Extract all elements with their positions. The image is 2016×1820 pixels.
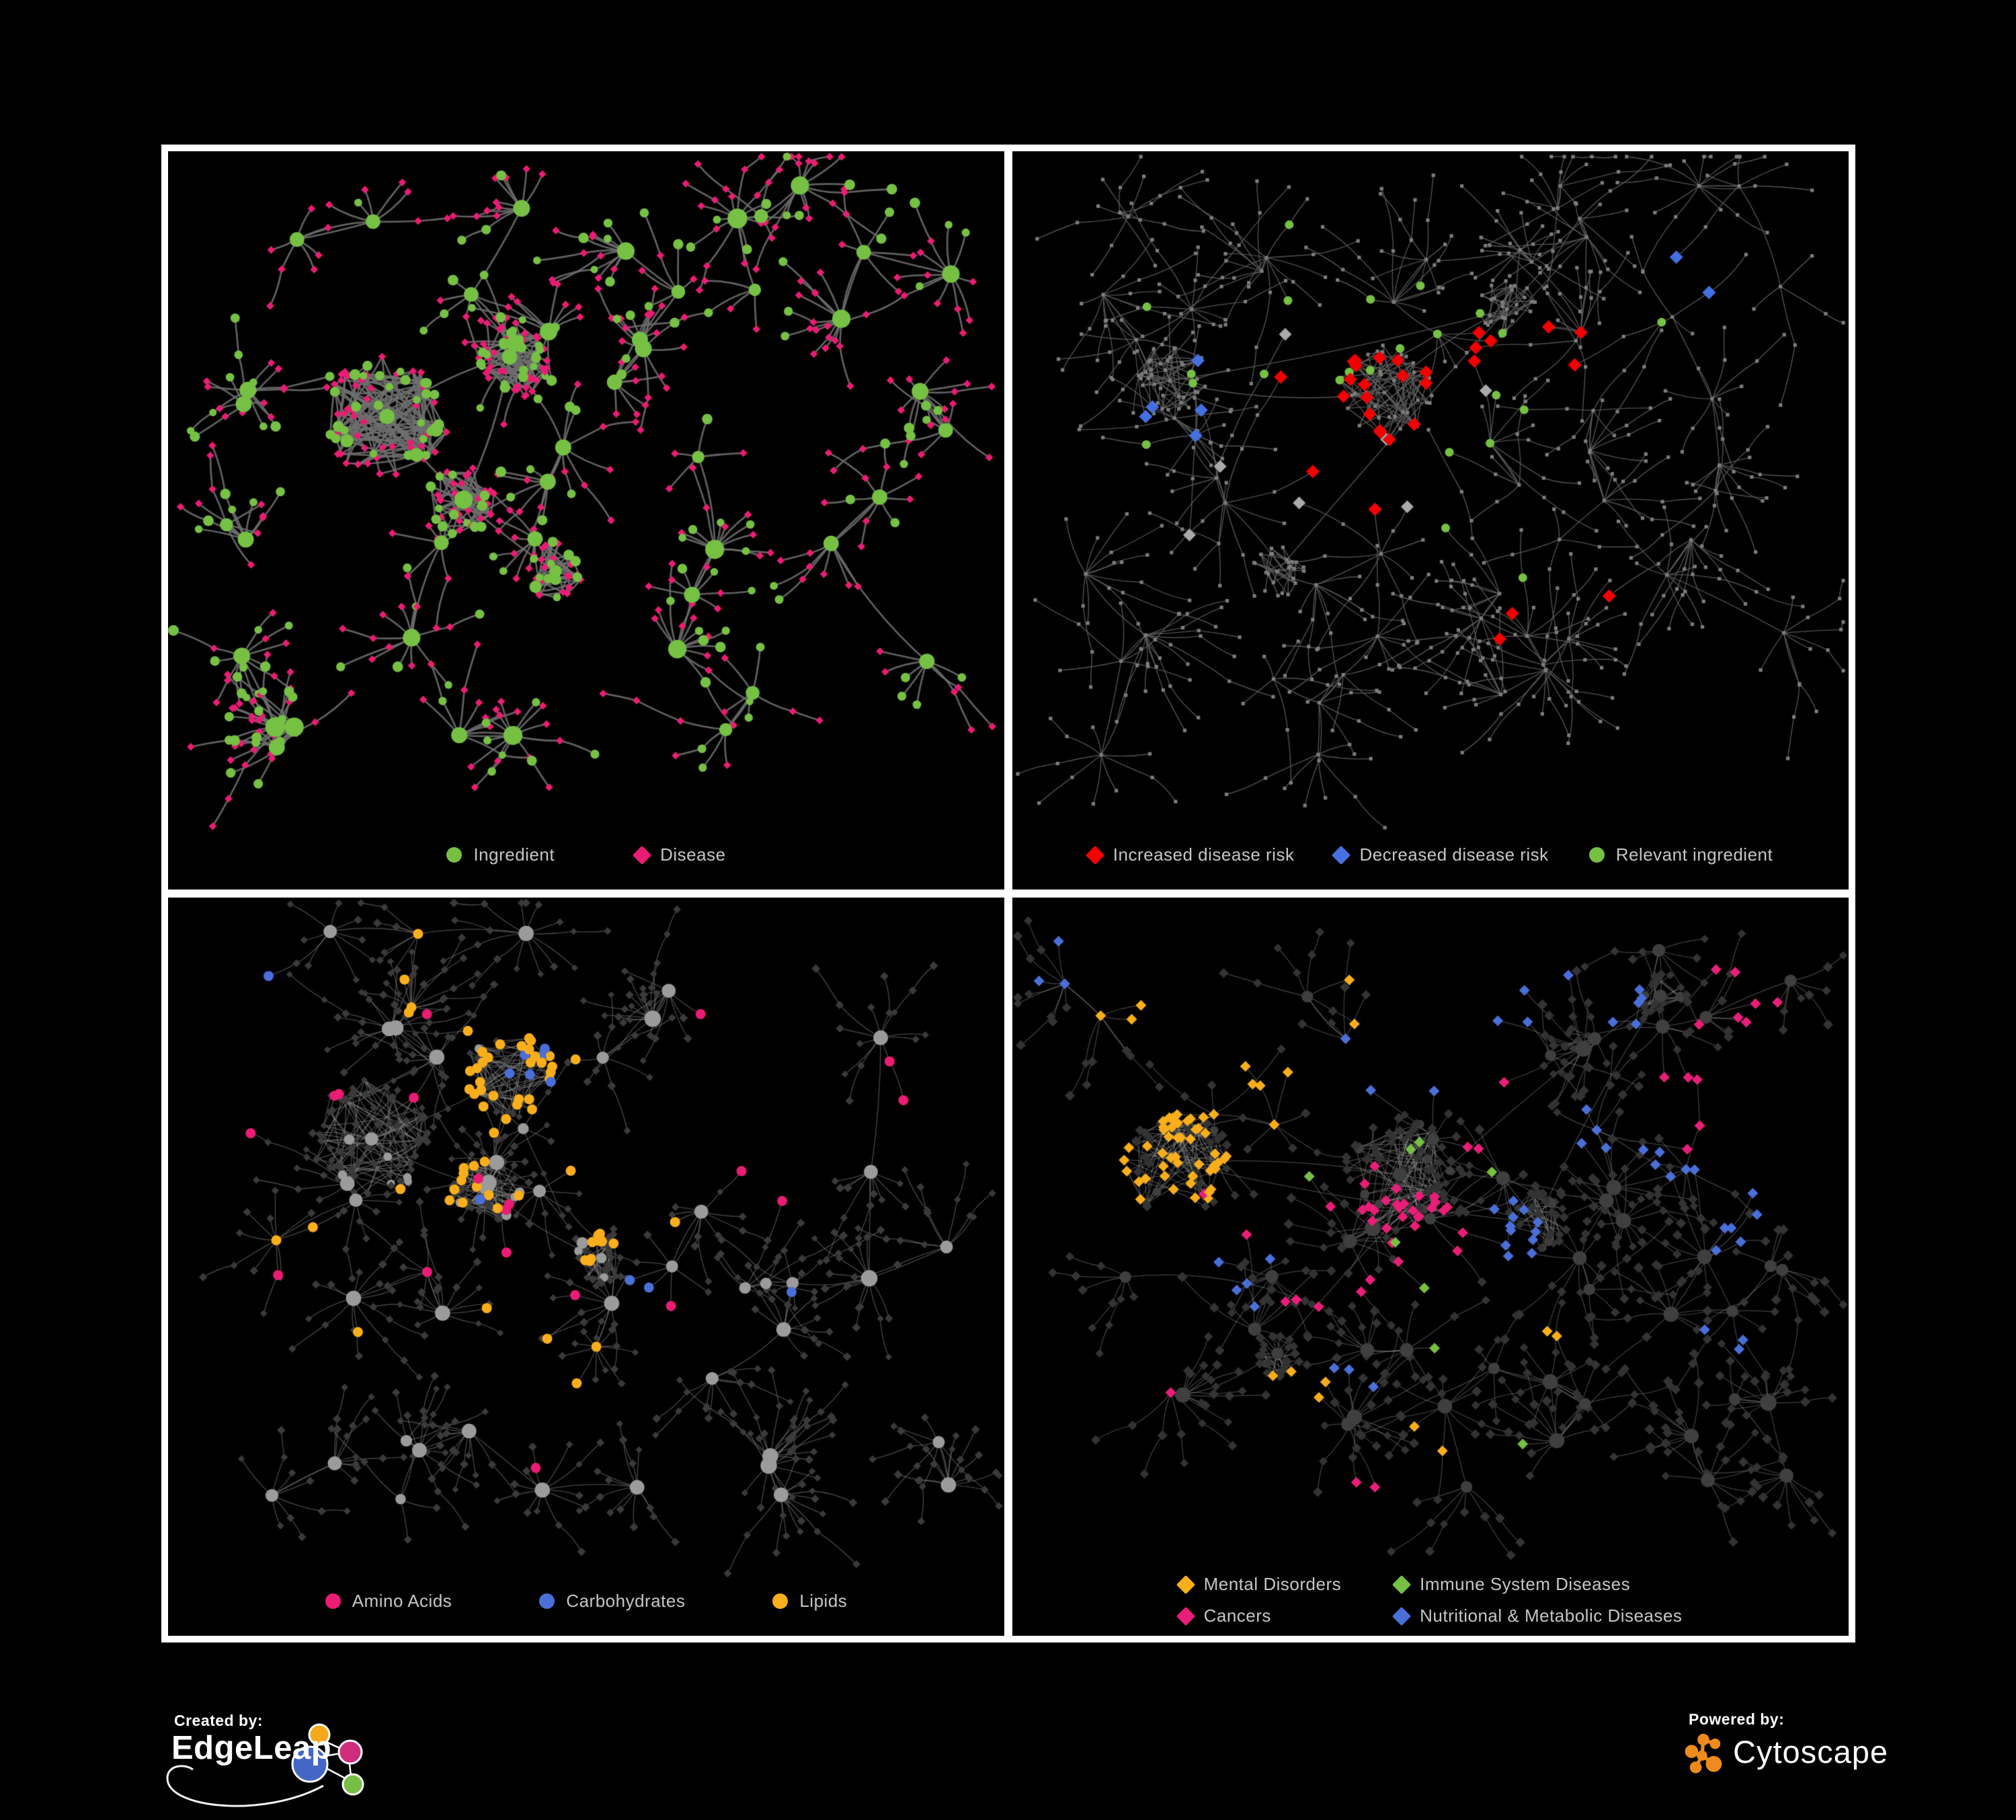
diamond-marker-icon [1085,845,1104,865]
network-canvas-nutrient-classes [168,898,1004,1636]
cytoscape-logo-text: Cytoscape [1733,1733,1889,1770]
legend-ingredient-disease: Ingredient Disease [168,844,1004,865]
circle-marker-icon [772,1593,789,1609]
legend-label: Cancers [1203,1606,1271,1626]
diamond-marker-icon [632,845,652,865]
legend-label: Mental Disorders [1203,1574,1342,1594]
cytoscape-credit: Powered by: Cytoscape [1679,1708,1908,1795]
legend-item-mental-disorders: Mental Disorders [1176,1574,1342,1595]
legend-label: Carbohydrates [566,1591,686,1611]
legend-label: Disease [660,844,726,865]
diamond-marker-icon [1176,1575,1195,1594]
edgeleap-credit: Created by: EdgeLeap [163,1706,567,1814]
legend-disease-risk: Increased disease risk Decreased disease … [1012,844,1849,865]
legend-item-relevant-ingredient: Relevant ingredient [1588,844,1773,865]
legend-label: Lipids [799,1591,848,1611]
legend-label: Immune System Diseases [1420,1574,1631,1594]
circle-marker-icon [539,1593,555,1609]
legend-label: Ingredient [473,844,555,865]
powered-by-label: Powered by: [1689,1710,1785,1728]
diamond-marker-icon [1392,1606,1412,1626]
diamond-marker-icon [1392,1575,1412,1594]
network-canvas-disease-risk [1012,151,1849,889]
diamond-marker-icon [1176,1606,1195,1626]
legend-disease-classes: Mental Disorders Immune System Diseases Ca… [1012,1574,1849,1626]
panel-ingredient-disease: Ingredient Disease [168,151,1004,889]
legend-label: Amino Acids [352,1591,452,1611]
edgeleap-logo-text: EdgeLeap [171,1730,332,1766]
circle-marker-icon [446,847,462,863]
legend-item-increased-disease-risk: Increased disease risk [1085,844,1295,865]
network-grid: Ingredient Disease Increased disease risk… [161,145,1855,1643]
diamond-marker-icon [1332,845,1351,865]
circle-marker-icon [325,1593,341,1609]
legend-label: Relevant ingredient [1615,844,1773,865]
circle-marker-icon [1588,847,1605,863]
legend-item-decreased-disease-risk: Decreased disease risk [1332,844,1549,865]
created-by-label: Created by: [174,1712,264,1729]
panel-nutrient-classes: Amino Acids Carbohydrates Lipids [168,898,1004,1636]
edgeleap-logo [166,1723,364,1807]
legend-nutrient-classes: Amino Acids Carbohydrates Lipids [168,1591,1004,1612]
legend-label: Increased disease risk [1113,844,1295,865]
panel-disease-classes: Mental Disorders Immune System Diseases Ca… [1012,898,1849,1636]
legend-item-carbohydrates: Carbohydrates [539,1591,685,1612]
legend-item-immune-system-diseases: Immune System Diseases [1392,1574,1682,1595]
network-canvas-ingredient-disease [168,151,1004,889]
legend-item-disease: Disease [632,844,726,865]
legend-label: Nutritional & Metabolic Diseases [1420,1606,1683,1626]
legend-item-cancers: Cancers [1176,1606,1342,1626]
network-canvas-disease-classes [1012,898,1849,1636]
legend-item-lipids: Lipids [772,1591,847,1612]
legend-item-amino-acids: Amino Acids [325,1591,452,1612]
cytoscape-logo-icon [1685,1733,1722,1774]
panel-disease-risk: Increased disease risk Decreased disease … [1012,151,1849,889]
legend-item-nutritional-metabolic-diseases: Nutritional & Metabolic Diseases [1392,1606,1683,1626]
legend-label: Decreased disease risk [1359,844,1549,865]
legend-item-ingredient: Ingredient [446,844,555,865]
